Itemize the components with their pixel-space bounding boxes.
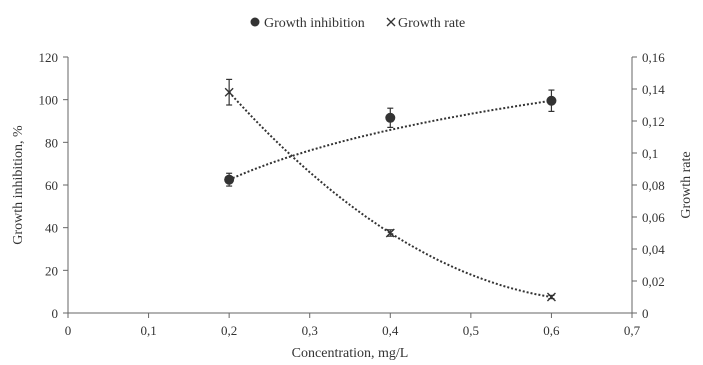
x-tick-label: 0,3 <box>302 323 318 338</box>
point-growth-rate <box>224 87 234 97</box>
y-left-tick-label: 20 <box>45 263 58 278</box>
x-tick-label: 0,4 <box>382 323 399 338</box>
y-right-tick-label: 0,04 <box>642 242 665 257</box>
point-growth-rate <box>385 228 395 238</box>
point-growth-inhibition <box>224 174 235 185</box>
x-tick-label: 0,7 <box>624 323 641 338</box>
y-left-tick-label: 120 <box>39 50 59 65</box>
point-growth-rate <box>546 292 556 302</box>
y-right-tick-label: 0 <box>642 306 649 321</box>
x-tick-label: 0,5 <box>463 323 479 338</box>
legend-marker-growth-rate <box>386 17 396 27</box>
point-growth-inhibition <box>385 112 396 123</box>
y-left-tick-label: 40 <box>45 221 58 236</box>
x-tick-label: 0,6 <box>543 323 560 338</box>
y-axis-right-title: Growth rate <box>679 151 694 218</box>
y-axis-left-title: Growth inhibition, % <box>11 125 26 245</box>
y-right-tick-label: 0,12 <box>642 114 665 129</box>
y-right-tick-label: 0,08 <box>642 178 665 193</box>
x-tick-label: 0,1 <box>140 323 156 338</box>
y-left-tick-label: 0 <box>52 306 59 321</box>
y-left-tick-label: 80 <box>45 135 58 150</box>
trend-line-growth-rate <box>228 91 552 298</box>
legend: Growth inhibition Growth rate <box>250 16 465 31</box>
y-right-tick-label: 0,16 <box>642 50 665 65</box>
y-left-tick-label: 100 <box>39 93 59 108</box>
y-right-tick-label: 0,14 <box>642 82 665 97</box>
point-growth-inhibition <box>546 95 557 106</box>
trend-line-growth-inhibition <box>228 99 552 181</box>
legend-label-growth-rate: Growth rate <box>398 16 465 31</box>
y-left-tick-label: 60 <box>45 178 58 193</box>
y-right-tick-label: 0,02 <box>642 274 665 289</box>
y-right-tick-label: 0,1 <box>642 146 658 161</box>
legend-label-growth-inhibition: Growth inhibition <box>264 16 365 31</box>
x-axis-title: Concentration, mg/L <box>292 346 409 361</box>
x-tick-label: 0 <box>65 323 72 338</box>
y-right-tick-label: 0,06 <box>642 210 665 225</box>
x-tick-label: 0,2 <box>221 323 237 338</box>
legend-marker-growth-inhibition <box>250 17 260 27</box>
